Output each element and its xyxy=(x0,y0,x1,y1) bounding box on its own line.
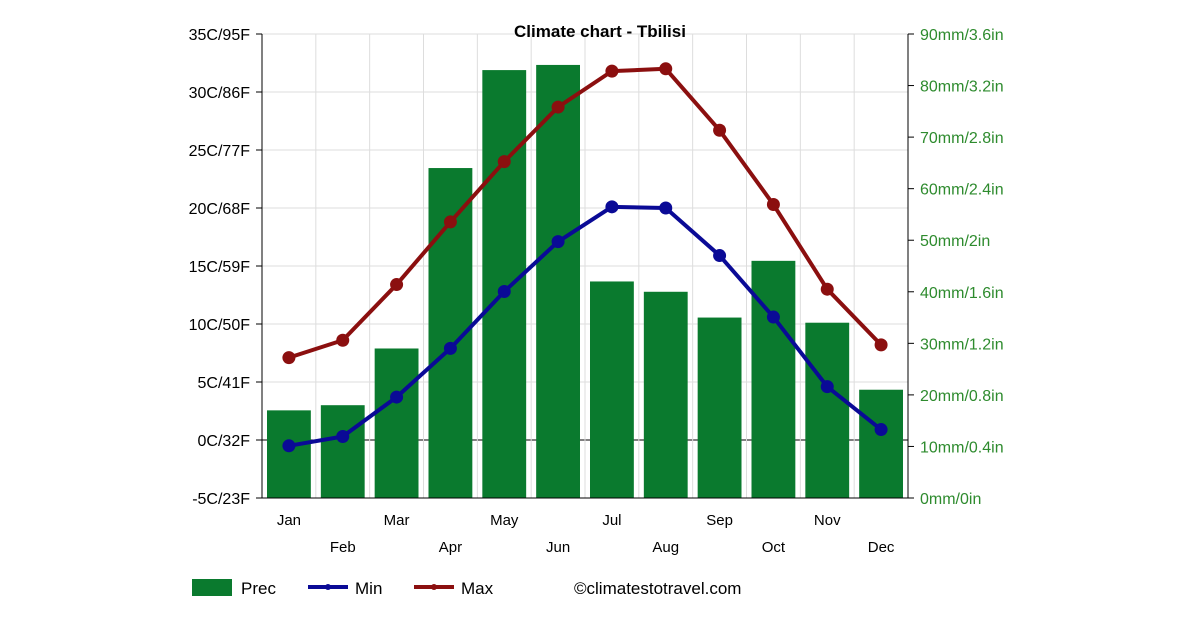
min-point-dec xyxy=(874,423,888,437)
max-point-dec xyxy=(874,338,888,352)
max-point-jul xyxy=(605,64,619,78)
max-point-may xyxy=(497,155,511,169)
min-temp-line xyxy=(288,204,883,448)
max-point-jan xyxy=(282,351,296,365)
right-tick-label: 80mm/3.2in xyxy=(920,79,1004,96)
min-point-feb xyxy=(336,430,350,444)
chart-title: Climate chart - Tbilisi xyxy=(514,22,686,41)
min-point-oct xyxy=(766,310,780,324)
month-label: Jan xyxy=(277,512,301,529)
max-temp-line xyxy=(288,66,883,360)
precip-bar-nov xyxy=(805,322,850,498)
min-point-may xyxy=(497,285,511,299)
max-point-oct xyxy=(766,198,780,212)
left-tick-label: 5C/41F xyxy=(198,375,251,392)
month-label: May xyxy=(490,512,519,529)
right-tick-label: 60mm/2.4in xyxy=(920,182,1004,199)
max-point-feb xyxy=(336,333,350,347)
month-label: Mar xyxy=(384,512,410,529)
min-point-jun xyxy=(551,235,565,249)
precip-bar-sep xyxy=(697,317,742,498)
precip-bar-jun xyxy=(536,64,580,498)
precip-bar-dec xyxy=(859,389,903,498)
month-label: Apr xyxy=(439,539,462,556)
credit-text: ©climatestotravel.com xyxy=(574,579,741,598)
min-point-sep xyxy=(713,249,727,263)
legend-prec-label: Prec xyxy=(241,579,276,598)
max-point-jun xyxy=(551,100,565,114)
left-tick-label: 10C/50F xyxy=(189,317,251,334)
max-point-aug xyxy=(659,62,673,76)
right-tick-label: 50mm/2in xyxy=(920,233,990,250)
month-label: Jun xyxy=(546,539,570,556)
left-tick-label: 0C/32F xyxy=(198,433,251,450)
legend-min-marker xyxy=(325,584,331,590)
precip-bar-aug xyxy=(643,291,688,498)
legend-max-marker xyxy=(431,584,437,590)
left-tick-label: 15C/59F xyxy=(189,259,251,276)
month-label: Nov xyxy=(814,512,841,529)
max-point-sep xyxy=(713,123,727,137)
left-tick-label: 35C/95F xyxy=(189,27,251,44)
min-point-apr xyxy=(443,341,457,355)
month-label: Feb xyxy=(330,539,356,556)
right-tick-label: 20mm/0.8in xyxy=(920,388,1004,405)
legend-prec-swatch xyxy=(192,579,232,596)
right-tick-label: 30mm/1.2in xyxy=(920,336,1004,353)
min-point-jul xyxy=(605,200,619,214)
precip-bar-mar xyxy=(374,348,419,498)
min-point-nov xyxy=(820,380,834,394)
precip-bar-jul xyxy=(590,281,634,498)
min-point-jan xyxy=(282,439,296,453)
right-tick-label: 0mm/0in xyxy=(920,491,981,508)
month-label: Oct xyxy=(762,539,786,556)
right-tick-label: 90mm/3.6in xyxy=(920,27,1004,44)
precip-bar-oct xyxy=(751,260,796,498)
legend-min-label: Min xyxy=(355,579,382,598)
left-tick-label: 20C/68F xyxy=(189,201,251,218)
right-tick-label: 10mm/0.4in xyxy=(920,439,1004,456)
left-tick-label: 30C/86F xyxy=(189,85,251,102)
min-point-mar xyxy=(390,390,404,404)
month-label: Jul xyxy=(602,512,621,529)
right-tick-label: 40mm/1.6in xyxy=(920,285,1004,302)
left-tick-label: -5C/23F xyxy=(192,491,250,508)
max-point-apr xyxy=(443,215,457,229)
max-point-nov xyxy=(820,282,834,296)
month-label: Dec xyxy=(868,539,895,556)
precip-bar-feb xyxy=(320,405,365,498)
left-tick-label: 25C/77F xyxy=(189,143,251,160)
min-point-aug xyxy=(659,201,673,215)
max-point-mar xyxy=(390,278,404,292)
precip-bar-may xyxy=(482,70,527,498)
legend-max-label: Max xyxy=(461,579,494,598)
month-label: Aug xyxy=(652,539,679,556)
right-tick-label: 70mm/2.8in xyxy=(920,130,1004,147)
precip-bar-jan xyxy=(267,410,311,498)
month-label: Sep xyxy=(706,512,733,529)
